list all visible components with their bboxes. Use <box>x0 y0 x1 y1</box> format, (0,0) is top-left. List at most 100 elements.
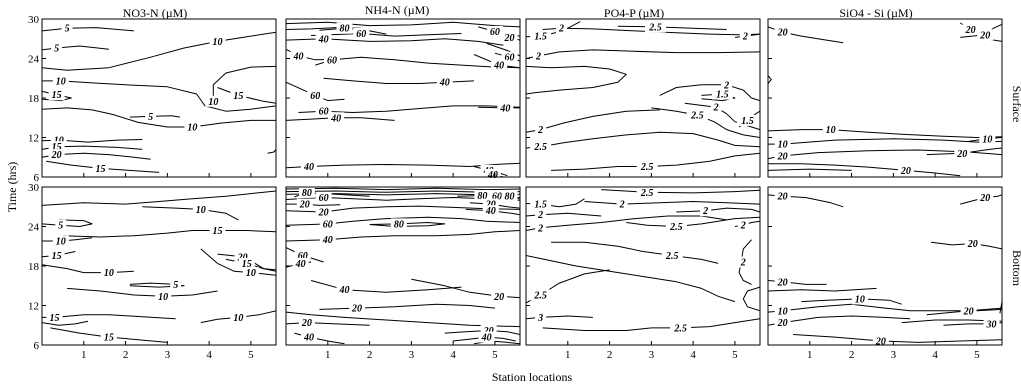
contour-label-mask <box>238 257 255 269</box>
contour-label-mask <box>822 124 839 136</box>
contour-level-label: 1.5 <box>534 200 547 211</box>
contour-label-mask <box>474 190 491 202</box>
contour-level-label: 40 <box>303 333 314 344</box>
contour-level-label: 10 <box>778 306 788 317</box>
contour-level-label: 2 <box>742 32 748 43</box>
contour-label-mask <box>209 224 226 236</box>
contour-level-label: 20 <box>485 200 496 211</box>
contour-level-label: 10 <box>855 294 865 305</box>
contour-level-label: 40 <box>339 285 350 296</box>
contour-line-3 <box>526 315 593 320</box>
contour-label-mask <box>977 192 994 204</box>
contour-label-mask <box>155 290 172 302</box>
x-tick-label: 3 <box>165 349 171 361</box>
contour-level-label: 15 <box>52 90 62 101</box>
contour-level-label: 15 <box>96 164 106 175</box>
contour-label-mask <box>315 192 332 204</box>
x-tick-label: 3 <box>649 349 655 361</box>
contour-level-label: 5 <box>58 221 63 232</box>
contour-line-10 <box>200 248 276 276</box>
row-label-surface: Surface <box>1010 86 1021 123</box>
contour-label-mask <box>872 335 889 347</box>
contour-label-mask <box>535 222 547 234</box>
contour-line-2-5 <box>551 241 719 264</box>
contour-level-label: 2 <box>740 221 746 232</box>
column-title-po4: PO4-P (µM) <box>604 6 664 20</box>
contour-level-label: 20 <box>956 149 967 160</box>
y-tick-label: 24 <box>28 54 40 66</box>
contour-label-mask <box>711 88 733 100</box>
contour-line-unlabeled <box>742 286 760 312</box>
contour-label-mask <box>501 190 518 202</box>
contour-label-mask <box>533 50 545 62</box>
contour-label-mask <box>170 278 182 290</box>
x-tick-label: 5 <box>492 349 498 361</box>
contour-level-label: 20 <box>979 193 990 204</box>
contour-label-mask <box>92 162 109 174</box>
contour-label-mask <box>530 198 552 210</box>
contour-label-mask <box>145 110 157 122</box>
contour-label-mask <box>736 114 758 126</box>
contour-line-5 <box>42 27 134 32</box>
contour-level-label: 40 <box>318 34 329 45</box>
contour-label-mask <box>315 105 332 117</box>
contour-label-mask <box>491 290 508 302</box>
contour-level-label: 60 <box>356 29 366 40</box>
contour-line-2-5 <box>626 216 760 227</box>
contour-level-label: 2 <box>723 80 729 91</box>
contour-level-label: 5 <box>173 280 178 291</box>
contour-label-mask <box>336 284 353 296</box>
contour-label-mask <box>501 51 518 63</box>
contour-line-80 <box>369 222 446 227</box>
contour-line-20 <box>469 202 520 209</box>
contour-label-mask <box>48 141 65 153</box>
contour-line-80 <box>319 27 387 35</box>
contour-level-label: 60 <box>323 219 333 230</box>
contour-level-label: 20 <box>777 192 788 203</box>
x-tick-label: 5 <box>974 349 980 361</box>
contour-line-20 <box>286 322 370 326</box>
contour-label-mask <box>670 322 692 334</box>
contour-line-10 <box>212 65 276 102</box>
contour-label-mask <box>497 102 514 114</box>
y-tick-label: 18 <box>28 261 40 273</box>
contour-label-mask <box>530 141 552 153</box>
contour-label-mask <box>319 218 336 230</box>
contour-label-mask <box>710 101 722 113</box>
y-tick-label: 12 <box>28 133 39 145</box>
y-tick-label: 30 <box>28 182 40 194</box>
contour-label-mask <box>319 234 336 246</box>
contour-level-label: 15 <box>213 226 223 237</box>
contour-line-unlabeled <box>286 187 520 191</box>
contour-line-2 <box>526 49 760 59</box>
contour-level-label: 60 <box>319 107 329 118</box>
contour-level-label: 20 <box>301 318 312 329</box>
contour-level-label: 15 <box>52 142 62 153</box>
contour-level-label: 1.5 <box>716 90 729 101</box>
contour-line-10 <box>801 298 902 305</box>
contour-label-mask <box>489 190 506 202</box>
contour-label-mask <box>61 22 73 34</box>
contour-label-mask <box>737 256 749 268</box>
contour-label-mask <box>686 109 708 121</box>
contour-line-20 <box>926 147 1002 156</box>
contour-level-label: 2 <box>537 125 543 136</box>
contour-label-mask <box>530 30 552 42</box>
contour-level-label: 1.5 <box>534 32 547 43</box>
contour-label-mask <box>230 311 247 323</box>
y-tick-label: 30 <box>28 14 40 26</box>
contour-label-mask <box>323 54 340 66</box>
contour-level-label: 15 <box>104 333 114 344</box>
contour-line-10 <box>42 264 134 274</box>
contour-label-mask <box>192 203 209 215</box>
x-tick-label: 3 <box>891 349 897 361</box>
contour-line-60 <box>311 33 462 37</box>
contour-level-label: 40 <box>439 78 450 89</box>
contour-level-label: 2 <box>535 51 541 62</box>
contour-level-label: 40 <box>330 113 341 124</box>
contour-level-label: 20 <box>900 166 911 177</box>
contour-level-label: 2 <box>713 103 719 114</box>
contour-label-mask <box>774 150 791 162</box>
contour-line-60 <box>315 56 520 69</box>
